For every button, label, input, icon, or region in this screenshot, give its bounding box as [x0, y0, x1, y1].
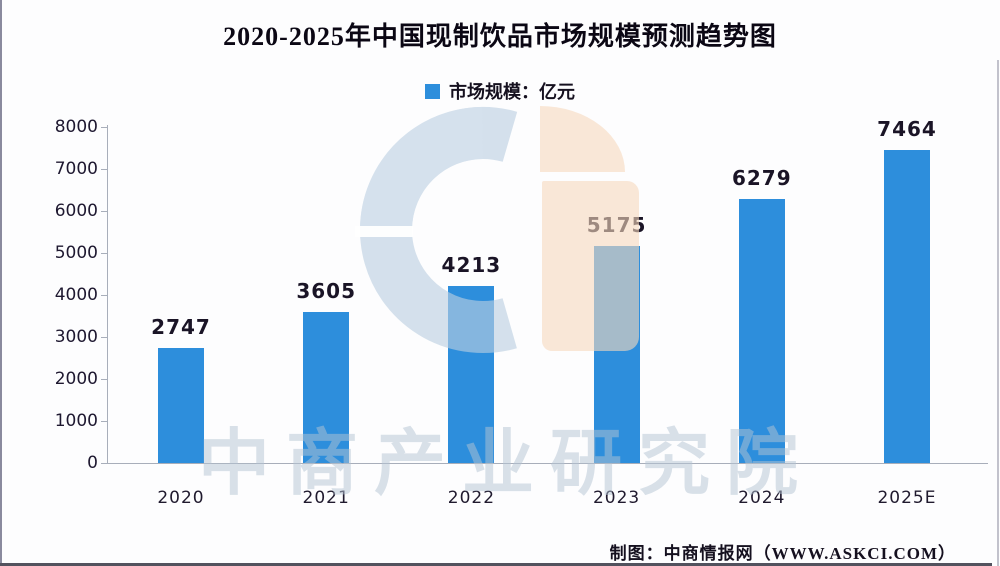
y-axis-tick — [101, 295, 107, 296]
bar-value-label: 5175 — [586, 212, 647, 237]
bar-value-label: 6279 — [731, 166, 792, 191]
y-axis-tick-label: 1000 — [54, 411, 98, 431]
y-axis-tick — [101, 211, 107, 212]
x-axis-label: 2023 — [592, 488, 641, 508]
bar-2020 — [158, 347, 204, 463]
bar-2022 — [448, 286, 495, 463]
bar-value-label: 3605 — [296, 278, 357, 303]
x-axis-label: 2022 — [447, 488, 496, 508]
y-axis-tick-label: 0 — [87, 453, 98, 473]
x-axis-label: 2024 — [738, 488, 786, 508]
chart-title: 2020-2025年中国现制饮品市场规模预测趋势图 — [223, 22, 777, 51]
y-axis-tick — [101, 169, 107, 170]
y-axis-tick-label: 2000 — [54, 369, 98, 389]
bar-2024 — [738, 199, 785, 463]
y-axis — [107, 125, 108, 463]
bar-2023 — [593, 245, 640, 463]
y-axis-tick — [101, 463, 107, 464]
x-axis-label: 2025E — [877, 488, 937, 508]
bar-value-label: 2747 — [151, 314, 211, 339]
y-axis-tick-label: 7000 — [54, 159, 98, 179]
x-axis-label: 2021 — [302, 488, 350, 508]
y-axis-tick — [101, 337, 107, 338]
y-axis-tick — [101, 421, 107, 422]
y-axis-tick — [101, 253, 107, 254]
footer-credit: 制图：中商情报网（WWW.ASKCI.COM） — [609, 544, 956, 563]
bar-value-label: 4213 — [441, 253, 502, 278]
y-axis-tick-label: 4000 — [54, 285, 98, 305]
y-axis-tick — [101, 379, 107, 380]
legend-swatch-icon — [425, 83, 440, 99]
x-axis-label: 2020 — [157, 488, 205, 508]
y-axis-tick-label: 8000 — [54, 117, 98, 137]
y-axis-tick-label: 3000 — [54, 327, 98, 347]
y-axis-tick-label: 6000 — [54, 201, 98, 221]
legend-label: 市场规模：亿元 — [449, 82, 575, 102]
y-axis-tick-label: 5000 — [54, 243, 98, 263]
bar-2025E — [884, 149, 930, 463]
x-axis — [107, 463, 988, 464]
bar-2021 — [303, 311, 350, 463]
y-axis-tick — [101, 127, 107, 128]
bar-value-label: 7464 — [877, 116, 937, 141]
legend: 市场规模：亿元 — [0, 78, 1000, 104]
